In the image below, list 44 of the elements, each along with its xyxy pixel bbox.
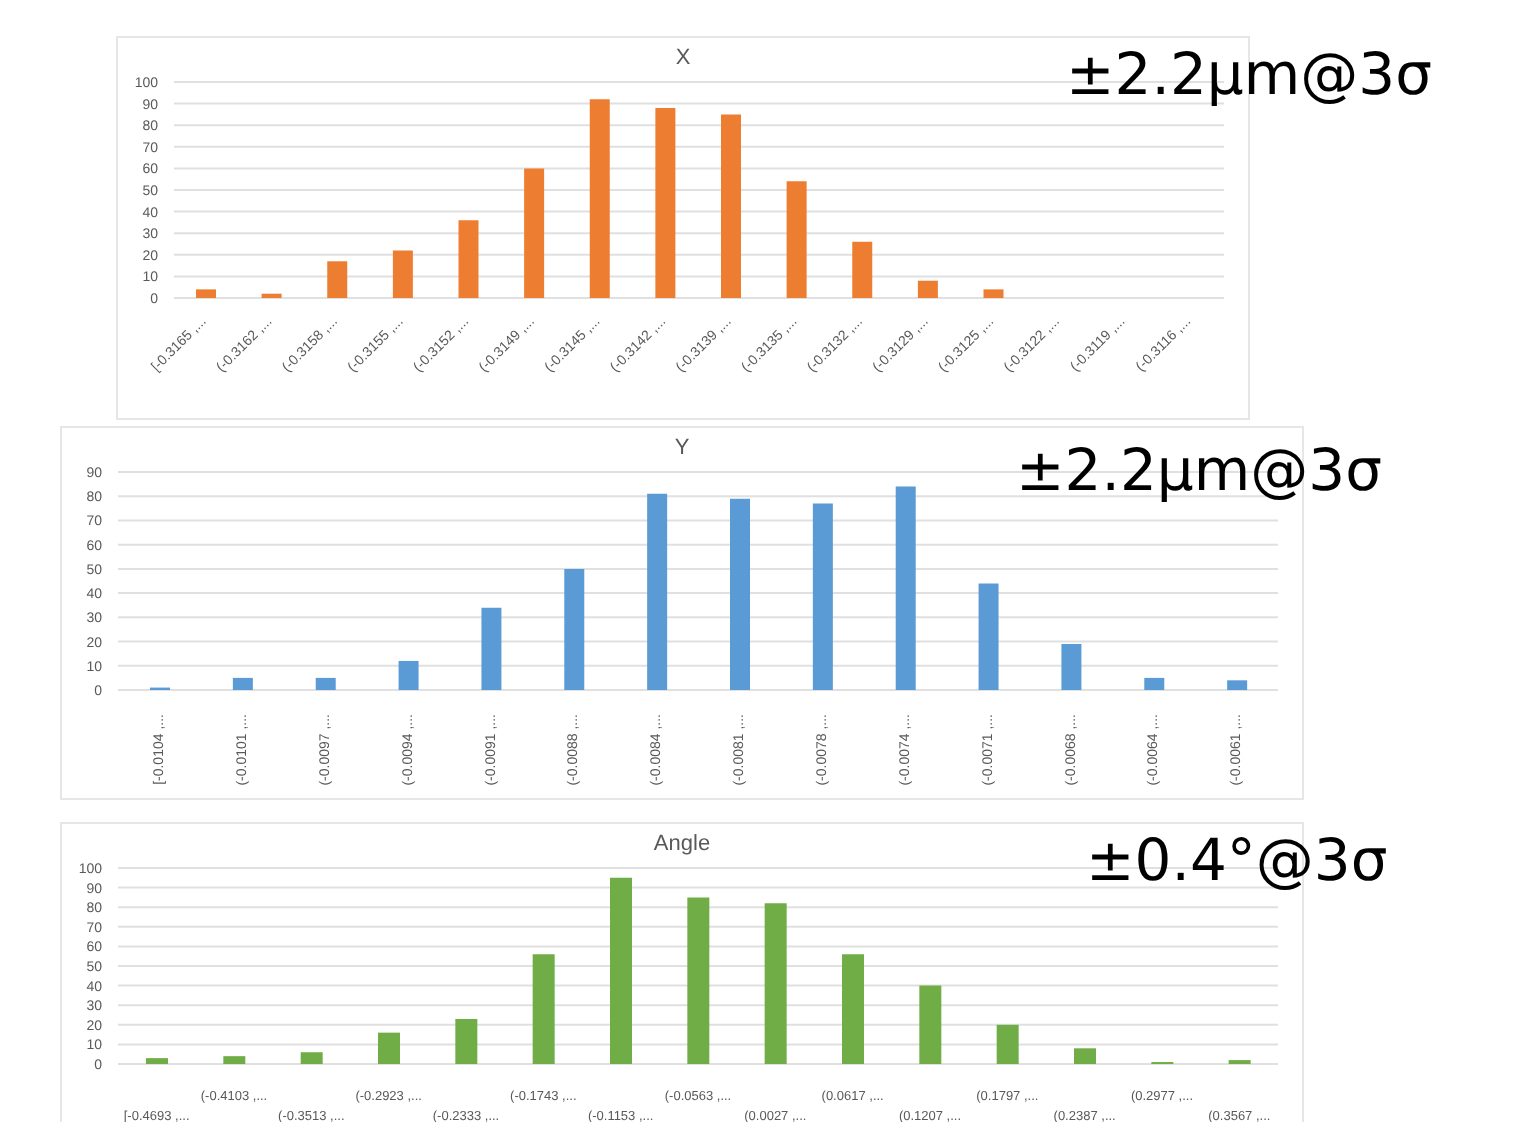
bar <box>721 114 741 298</box>
bar <box>327 261 348 298</box>
bar <box>764 903 787 1064</box>
bar <box>917 280 938 298</box>
bar <box>589 99 610 298</box>
bar <box>232 677 253 690</box>
bar <box>223 1056 246 1064</box>
bar <box>978 583 999 690</box>
bar <box>842 954 864 1064</box>
bar <box>378 1032 400 1064</box>
bar <box>458 220 479 298</box>
bar <box>852 241 873 298</box>
chart-title: X <box>675 46 691 70</box>
bar <box>786 181 807 298</box>
bar <box>730 498 750 690</box>
bar <box>1144 677 1165 690</box>
bar <box>455 1018 478 1064</box>
bar <box>315 677 336 690</box>
annotation: ±2.2μm@3σ <box>1016 436 1382 504</box>
bar <box>610 877 632 1064</box>
bar <box>647 493 668 690</box>
bar <box>1227 680 1248 690</box>
bar <box>392 250 413 298</box>
bar <box>398 660 419 690</box>
chart-title: Angle <box>653 832 711 856</box>
bar <box>983 289 1004 298</box>
bar <box>996 1024 1019 1064</box>
bar <box>300 1052 323 1064</box>
bar <box>687 897 710 1064</box>
bar <box>196 289 216 298</box>
chart-title: Y <box>674 436 690 460</box>
bar <box>146 1058 168 1064</box>
bar <box>1061 643 1082 690</box>
bar <box>564 568 585 690</box>
bar <box>919 985 942 1064</box>
bar <box>655 107 676 298</box>
annotation: ±0.4°@3σ <box>1086 826 1388 894</box>
bar <box>524 168 545 298</box>
bar <box>532 954 555 1064</box>
annotation: ±2.2μm@3σ <box>1066 40 1432 108</box>
bar <box>1074 1048 1096 1064</box>
bar <box>812 503 833 690</box>
bar <box>481 607 502 690</box>
bar <box>895 486 916 690</box>
